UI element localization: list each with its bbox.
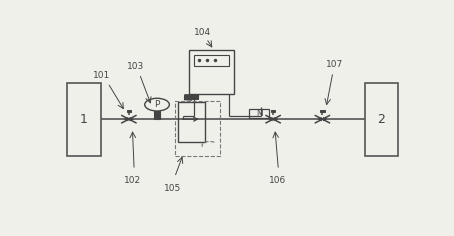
Text: 102: 102 (124, 177, 141, 185)
Bar (271, 110, 276, 112)
Text: M: M (256, 109, 262, 118)
Text: 106: 106 (269, 177, 286, 185)
Bar (194, 55, 229, 66)
Bar (249, 109, 269, 118)
Text: P: P (154, 100, 160, 109)
Bar (178, 102, 205, 142)
Bar (154, 111, 160, 119)
Text: 107: 107 (326, 60, 343, 69)
Text: 104: 104 (194, 28, 211, 37)
Bar (175, 101, 220, 156)
Bar (320, 110, 325, 112)
Text: 103: 103 (127, 62, 144, 71)
Bar (127, 110, 131, 112)
Text: 101: 101 (93, 71, 110, 80)
Bar (67, 83, 101, 156)
Text: 105: 105 (164, 184, 182, 193)
Text: 2: 2 (377, 113, 385, 126)
Bar (365, 83, 398, 156)
Bar (189, 50, 234, 94)
Text: 1: 1 (80, 113, 88, 126)
